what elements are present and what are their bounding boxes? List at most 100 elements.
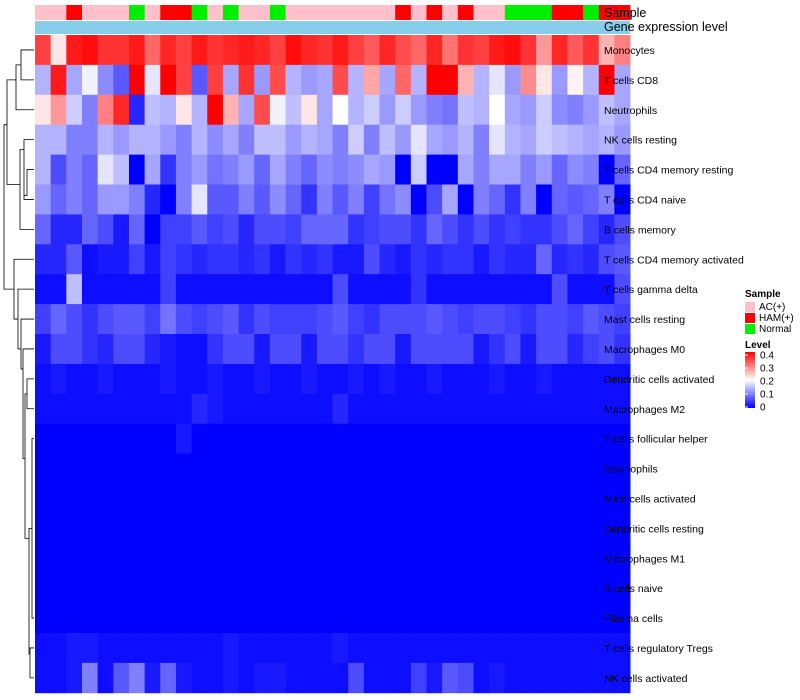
heatmap-cell <box>410 35 427 66</box>
heatmap-cell <box>222 363 239 395</box>
heatmap-cell <box>504 184 521 215</box>
heatmap-cell <box>426 543 443 574</box>
heatmap-cell <box>128 423 146 454</box>
heatmap-cell <box>598 483 615 514</box>
heatmap-cell <box>50 453 67 484</box>
heatmap-cell <box>66 483 83 514</box>
heatmap-cell <box>410 64 427 96</box>
dendrogram-branch <box>28 527 32 655</box>
heatmap-cell <box>316 423 333 454</box>
heatmap-cell <box>175 244 192 275</box>
heatmap-cell <box>410 94 427 126</box>
row-label: Macrophages M1 <box>604 553 685 565</box>
heatmap-cell <box>348 453 365 484</box>
heatmap-cell <box>551 423 568 454</box>
row-label: T cells follicular helper <box>604 434 708 446</box>
heatmap-cell <box>426 304 443 335</box>
heatmap-cell <box>442 393 459 425</box>
heatmap-cell <box>473 334 490 365</box>
heatmap-cell <box>520 154 537 185</box>
heatmap-cell <box>332 363 349 395</box>
heatmap-cell <box>222 483 239 514</box>
heatmap-cell <box>254 453 271 484</box>
heatmap-cell <box>426 124 443 155</box>
heatmap-cell <box>410 513 427 544</box>
heatmap-cell <box>160 35 177 66</box>
heatmap-cell <box>160 483 177 514</box>
heatmap-cell <box>567 423 584 454</box>
heatmap-cell <box>598 244 615 275</box>
heatmap-cell <box>551 94 568 126</box>
heatmap-cell <box>473 184 490 215</box>
heatmap-cell <box>551 573 568 604</box>
heatmap-cell <box>191 573 208 604</box>
heatmap-cell <box>301 244 318 275</box>
heatmap-cell <box>207 363 224 395</box>
heatmap-cell <box>301 304 318 335</box>
heatmap-cell <box>81 244 99 275</box>
heatmap-cell <box>285 184 302 215</box>
row-label: Mast cells activated <box>604 493 696 505</box>
heatmap-cell <box>348 513 365 544</box>
heatmap-cell <box>222 513 239 544</box>
heatmap-cell <box>614 393 631 425</box>
heatmap-cell <box>97 363 114 395</box>
heatmap-cell <box>238 334 255 365</box>
heatmap-cell <box>567 513 584 544</box>
heatmap-cell <box>175 633 192 664</box>
heatmap-cell <box>35 662 52 694</box>
heatmap-cell <box>160 124 177 155</box>
heatmap-cell <box>238 304 255 335</box>
heatmap-cell <box>269 334 286 365</box>
heatmap-cell <box>457 334 474 365</box>
dendrogram-branch <box>20 49 34 81</box>
heatmap-cell <box>222 124 239 155</box>
heatmap-cell <box>81 573 99 604</box>
heatmap-cell <box>316 124 333 155</box>
heatmap-cell <box>269 423 286 454</box>
heatmap-cell <box>97 513 114 544</box>
heatmap-cell <box>598 35 615 66</box>
heatmap-cell <box>285 603 302 634</box>
heatmap-cell <box>222 94 239 126</box>
heatmap-cell <box>175 423 192 454</box>
heatmap-cell <box>50 124 67 155</box>
dendrogram-branch <box>20 318 34 370</box>
sample-annotation-cell <box>160 5 177 20</box>
heatmap-cell <box>536 453 553 484</box>
row-label: T cells gamma delta <box>604 284 698 296</box>
level-tick-label: 0.3 <box>760 364 774 375</box>
heatmap-cell <box>175 573 192 604</box>
dendrogram-branch <box>3 124 14 290</box>
heatmap-cell <box>113 633 130 664</box>
heatmap-cell <box>410 244 427 275</box>
heatmap-cell <box>442 94 459 126</box>
dendrogram-branch <box>15 64 34 111</box>
heatmap-cell <box>598 573 615 604</box>
heatmap-cell <box>35 633 52 664</box>
heatmap-cell <box>426 154 443 185</box>
heatmap-cell <box>97 453 114 484</box>
heatmap-cell <box>35 334 52 365</box>
heatmap-cell <box>457 603 474 634</box>
heatmap-cell <box>66 154 83 185</box>
heatmap-cell <box>144 483 161 514</box>
level-legend: Level 0.4 0.3 0.2 0.1 0 <box>745 340 774 414</box>
heatmap-cell <box>81 304 99 335</box>
heatmap-cell <box>301 662 318 694</box>
heatmap-cell <box>66 184 83 215</box>
heatmap-cell <box>207 662 224 694</box>
heatmap-cell <box>191 483 208 514</box>
heatmap-cell <box>583 244 600 275</box>
heatmap-cell <box>410 154 427 185</box>
heatmap-cell <box>598 124 615 155</box>
heatmap-cell <box>301 543 318 574</box>
heatmap-cell <box>442 603 459 634</box>
heatmap-cell <box>489 274 506 305</box>
heatmap-cell <box>238 274 255 305</box>
heatmap-cell <box>536 124 553 155</box>
heatmap-cell <box>520 35 537 66</box>
sample-annotation-cell <box>254 5 271 20</box>
heatmap-cell <box>379 633 396 664</box>
heatmap-cell <box>222 154 239 185</box>
